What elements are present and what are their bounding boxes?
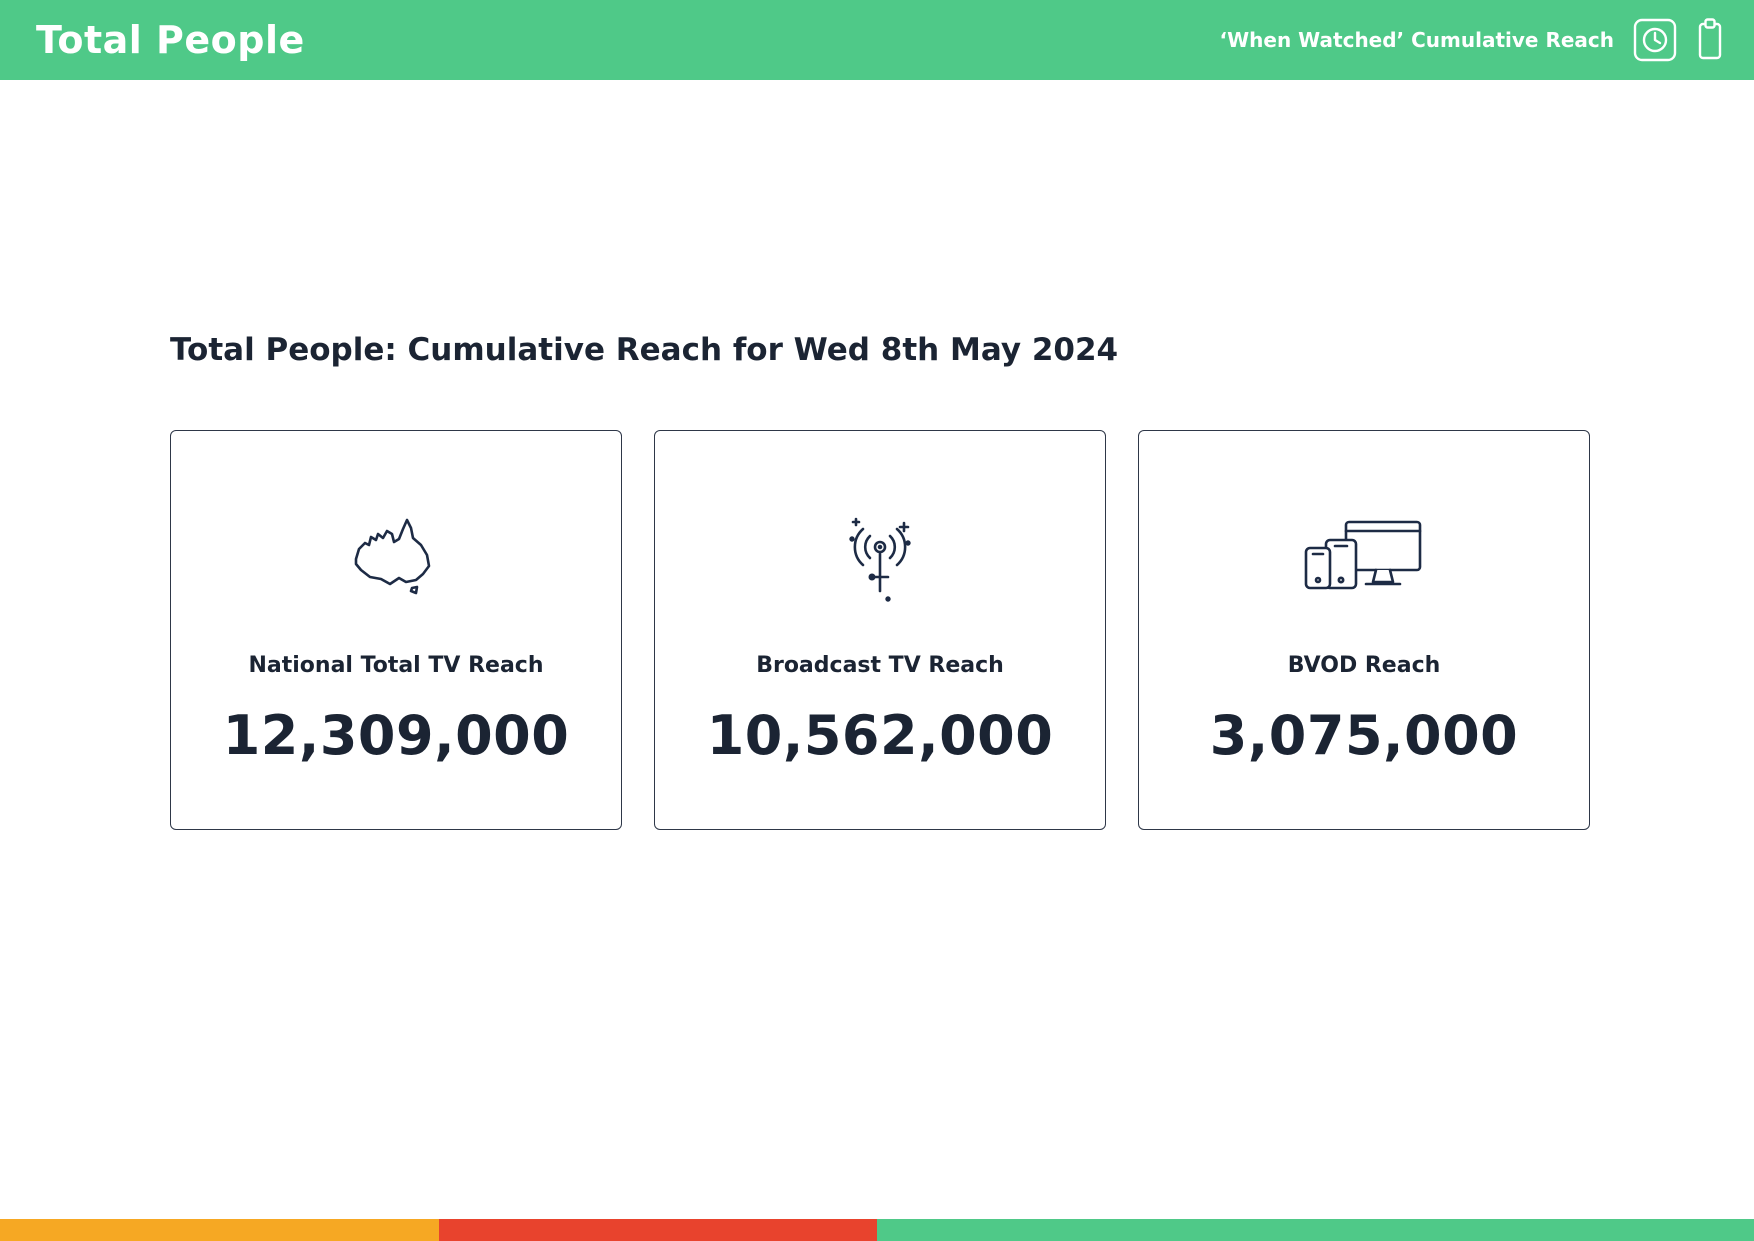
stat-card-broadcast-tv: Broadcast TV Reach 10,562,000 — [654, 430, 1106, 830]
header-right-cluster: ‘When Watched’ Cumulative Reach — [1220, 17, 1724, 63]
stat-card-value: 12,309,000 — [222, 704, 570, 767]
stat-card-value: 10,562,000 — [706, 704, 1054, 767]
stat-card-label: National Total TV Reach — [248, 653, 544, 678]
app-header: Total People ‘When Watched’ Cumulative R… — [0, 0, 1754, 80]
broadcast-tower-icon — [832, 509, 928, 609]
devices-icon — [1302, 509, 1426, 609]
stat-card-national-total-tv: National Total TV Reach 12,309,000 — [170, 430, 622, 830]
stat-card-bvod: BVOD Reach 3,075,000 — [1138, 430, 1590, 830]
footer-stripe-green — [877, 1219, 1754, 1241]
main-content: Total People: Cumulative Reach for Wed 8… — [0, 80, 1754, 1219]
header-title: Total People — [36, 18, 305, 62]
stat-cards-row: National Total TV Reach 12,309,000 — [170, 430, 1754, 830]
stat-card-label: Broadcast TV Reach — [756, 653, 1004, 678]
stat-card-label: BVOD Reach — [1287, 653, 1441, 678]
stat-card-value: 3,075,000 — [1209, 704, 1519, 767]
clipboard-icon[interactable] — [1696, 17, 1724, 63]
footer-stripe-red — [438, 1219, 877, 1241]
footer-stripe — [0, 1219, 1754, 1241]
australia-map-icon — [346, 509, 446, 609]
history-clock-icon[interactable] — [1632, 17, 1678, 63]
header-subtitle: ‘When Watched’ Cumulative Reach — [1219, 28, 1614, 52]
page-title: Total People: Cumulative Reach for Wed 8… — [170, 332, 1119, 368]
footer-stripe-yellow — [0, 1219, 439, 1241]
